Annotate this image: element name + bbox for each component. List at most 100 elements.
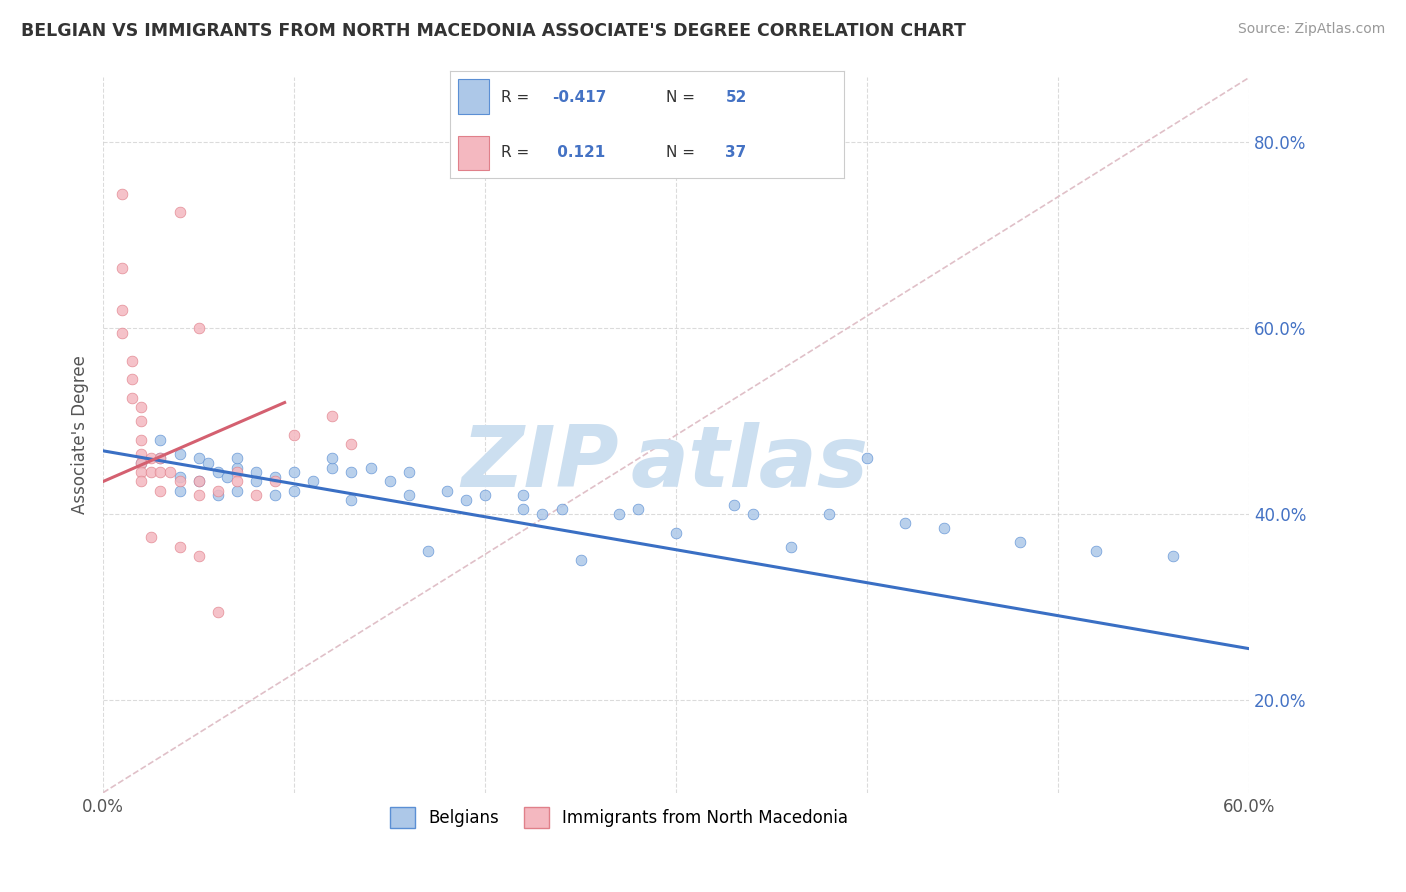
Point	[416, 544, 439, 558]
Point	[340, 465, 363, 479]
Point	[131, 465, 153, 479]
Point	[225, 475, 247, 489]
Point	[131, 456, 153, 470]
Point	[1008, 534, 1031, 549]
Point	[131, 400, 153, 414]
Point	[723, 498, 745, 512]
Point	[187, 321, 209, 335]
Point	[818, 507, 841, 521]
Point	[149, 465, 172, 479]
Text: R =: R =	[501, 89, 534, 104]
Point	[169, 470, 191, 484]
Y-axis label: Associate's Degree: Associate's Degree	[72, 356, 89, 515]
Point	[187, 475, 209, 489]
Point	[169, 205, 191, 219]
Point	[264, 475, 287, 489]
Point	[245, 465, 267, 479]
Point	[139, 530, 162, 544]
Point	[436, 483, 458, 498]
Point	[340, 437, 363, 451]
Point	[131, 447, 153, 461]
Point	[856, 451, 879, 466]
Point	[149, 451, 172, 466]
Point	[321, 451, 343, 466]
Point	[225, 451, 247, 466]
Point	[283, 483, 305, 498]
Point	[474, 488, 496, 502]
Text: 0.121: 0.121	[553, 145, 606, 161]
Text: Source: ZipAtlas.com: Source: ZipAtlas.com	[1237, 22, 1385, 37]
Point	[217, 470, 239, 484]
Point	[398, 488, 420, 502]
Point	[607, 507, 630, 521]
Point	[169, 483, 191, 498]
Text: N =: N =	[666, 89, 700, 104]
Point	[149, 451, 172, 466]
Point	[131, 414, 153, 428]
Text: atlas: atlas	[630, 422, 869, 505]
Point	[159, 465, 181, 479]
Point	[121, 353, 143, 368]
Text: 52: 52	[725, 89, 747, 104]
Point	[111, 302, 134, 317]
Point	[149, 433, 172, 447]
Point	[187, 549, 209, 563]
Point	[207, 465, 229, 479]
Text: BELGIAN VS IMMIGRANTS FROM NORTH MACEDONIA ASSOCIATE'S DEGREE CORRELATION CHART: BELGIAN VS IMMIGRANTS FROM NORTH MACEDON…	[21, 22, 966, 40]
Point	[197, 456, 219, 470]
Point	[1085, 544, 1108, 558]
Point	[264, 488, 287, 502]
Point	[149, 483, 172, 498]
Point	[131, 475, 153, 489]
Text: R =: R =	[501, 145, 534, 161]
Point	[131, 433, 153, 447]
Point	[512, 502, 534, 516]
FancyBboxPatch shape	[458, 79, 489, 114]
Point	[111, 326, 134, 340]
Point	[139, 465, 162, 479]
Point	[207, 605, 229, 619]
Point	[378, 475, 401, 489]
Text: 37: 37	[725, 145, 747, 161]
Point	[169, 540, 191, 554]
Text: -0.417: -0.417	[553, 89, 606, 104]
Point	[139, 451, 162, 466]
Point	[340, 493, 363, 508]
Legend: Belgians, Immigrants from North Macedonia: Belgians, Immigrants from North Macedoni…	[382, 801, 855, 834]
Point	[454, 493, 477, 508]
Point	[360, 460, 382, 475]
Point	[531, 507, 554, 521]
Point	[187, 451, 209, 466]
Point	[131, 456, 153, 470]
Point	[569, 553, 592, 567]
Point	[932, 521, 955, 535]
Text: ZIP: ZIP	[461, 422, 619, 505]
Point	[207, 483, 229, 498]
FancyBboxPatch shape	[458, 136, 489, 170]
Point	[321, 460, 343, 475]
Point	[741, 507, 763, 521]
Point	[169, 447, 191, 461]
Point	[225, 460, 247, 475]
Point	[245, 475, 267, 489]
Point	[169, 475, 191, 489]
Point	[111, 186, 134, 201]
Point	[121, 372, 143, 386]
Point	[264, 470, 287, 484]
Point	[187, 475, 209, 489]
Point	[283, 465, 305, 479]
Point	[894, 516, 917, 531]
Point	[245, 488, 267, 502]
Point	[665, 525, 688, 540]
Point	[302, 475, 325, 489]
Point	[111, 260, 134, 275]
Point	[207, 488, 229, 502]
Point	[398, 465, 420, 479]
Point	[283, 428, 305, 442]
Point	[225, 483, 247, 498]
Point	[321, 409, 343, 424]
Point	[225, 465, 247, 479]
Point	[1161, 549, 1184, 563]
Point	[121, 391, 143, 405]
Text: N =: N =	[666, 145, 700, 161]
